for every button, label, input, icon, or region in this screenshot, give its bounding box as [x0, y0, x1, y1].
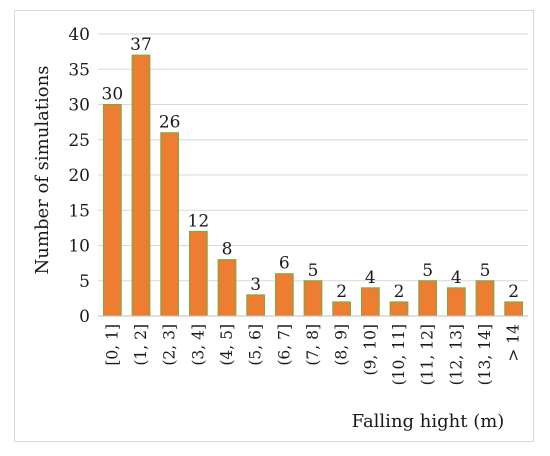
y-tick-labels: 0 5 10 15 20 25 30 35 40	[68, 25, 90, 327]
data-label: 8	[222, 240, 233, 260]
bar	[360, 287, 380, 317]
data-label: 2	[336, 282, 347, 302]
bar	[131, 54, 151, 317]
data-label: 2	[394, 282, 405, 302]
bar	[332, 301, 352, 317]
data-label: 3	[250, 275, 261, 295]
y-tick-label: 5	[79, 272, 90, 292]
x-tick-label: (3, 4]	[189, 324, 207, 366]
bar	[217, 259, 237, 317]
bar	[274, 273, 294, 317]
x-tick-labels: [0, 1] (1, 2] (2, 3] (3, 4] (4, 5] (5, 6] (6, …	[103, 324, 522, 386]
data-label: 4	[365, 268, 376, 288]
data-label: 30	[102, 85, 124, 105]
bar	[188, 230, 208, 317]
x-tick-label: (12, 13]	[447, 324, 465, 385]
x-axis-title: Falling hight (m)	[352, 411, 505, 432]
x-tick-label: [0, 1]	[103, 324, 121, 366]
bar	[389, 301, 409, 317]
x-tick-label: (6, 7]	[275, 324, 293, 366]
bars	[102, 54, 524, 317]
data-label: 4	[451, 268, 462, 288]
x-tick-label: (4, 5]	[218, 324, 236, 366]
bar	[303, 280, 323, 317]
x-tick-label: (8, 9]	[333, 324, 351, 366]
chart-frame	[14, 10, 534, 442]
x-tick-label: (13, 14]	[476, 324, 494, 385]
y-tick-label: 30	[68, 96, 90, 116]
bar	[160, 132, 180, 317]
y-axis-title: Number of simulations	[32, 66, 53, 275]
y-tick-label: 20	[68, 166, 90, 186]
data-label: 2	[508, 282, 519, 302]
data-label: 26	[159, 113, 181, 133]
bar	[246, 294, 266, 317]
bar	[475, 280, 495, 317]
x-tick-label: (2, 3]	[161, 324, 179, 366]
y-tick-label: 0	[79, 307, 90, 327]
data-label: 37	[130, 35, 152, 55]
x-tick-label: (5, 6]	[247, 324, 265, 366]
data-label: 5	[480, 261, 491, 281]
bar	[446, 287, 466, 317]
bar	[418, 280, 438, 317]
x-tick-label: (10, 11]	[390, 324, 408, 385]
x-tick-label: (11, 12]	[419, 324, 437, 385]
data-label: 5	[308, 261, 319, 281]
x-tick-label: > 14	[505, 324, 523, 362]
x-tick-label: (7, 8]	[304, 324, 322, 366]
data-label: 12	[188, 211, 210, 231]
bar	[504, 301, 524, 317]
y-tick-label: 35	[68, 60, 90, 80]
y-tick-label: 10	[68, 237, 90, 257]
x-tick-label: (1, 2]	[132, 324, 150, 366]
data-label: 5	[422, 261, 433, 281]
y-tick-label: 25	[68, 131, 90, 151]
y-tick-label: 40	[68, 25, 90, 45]
y-tick-label: 15	[68, 201, 90, 221]
data-label: 6	[279, 254, 290, 274]
bar	[102, 104, 122, 317]
x-tick-label: (9, 10]	[361, 324, 379, 376]
